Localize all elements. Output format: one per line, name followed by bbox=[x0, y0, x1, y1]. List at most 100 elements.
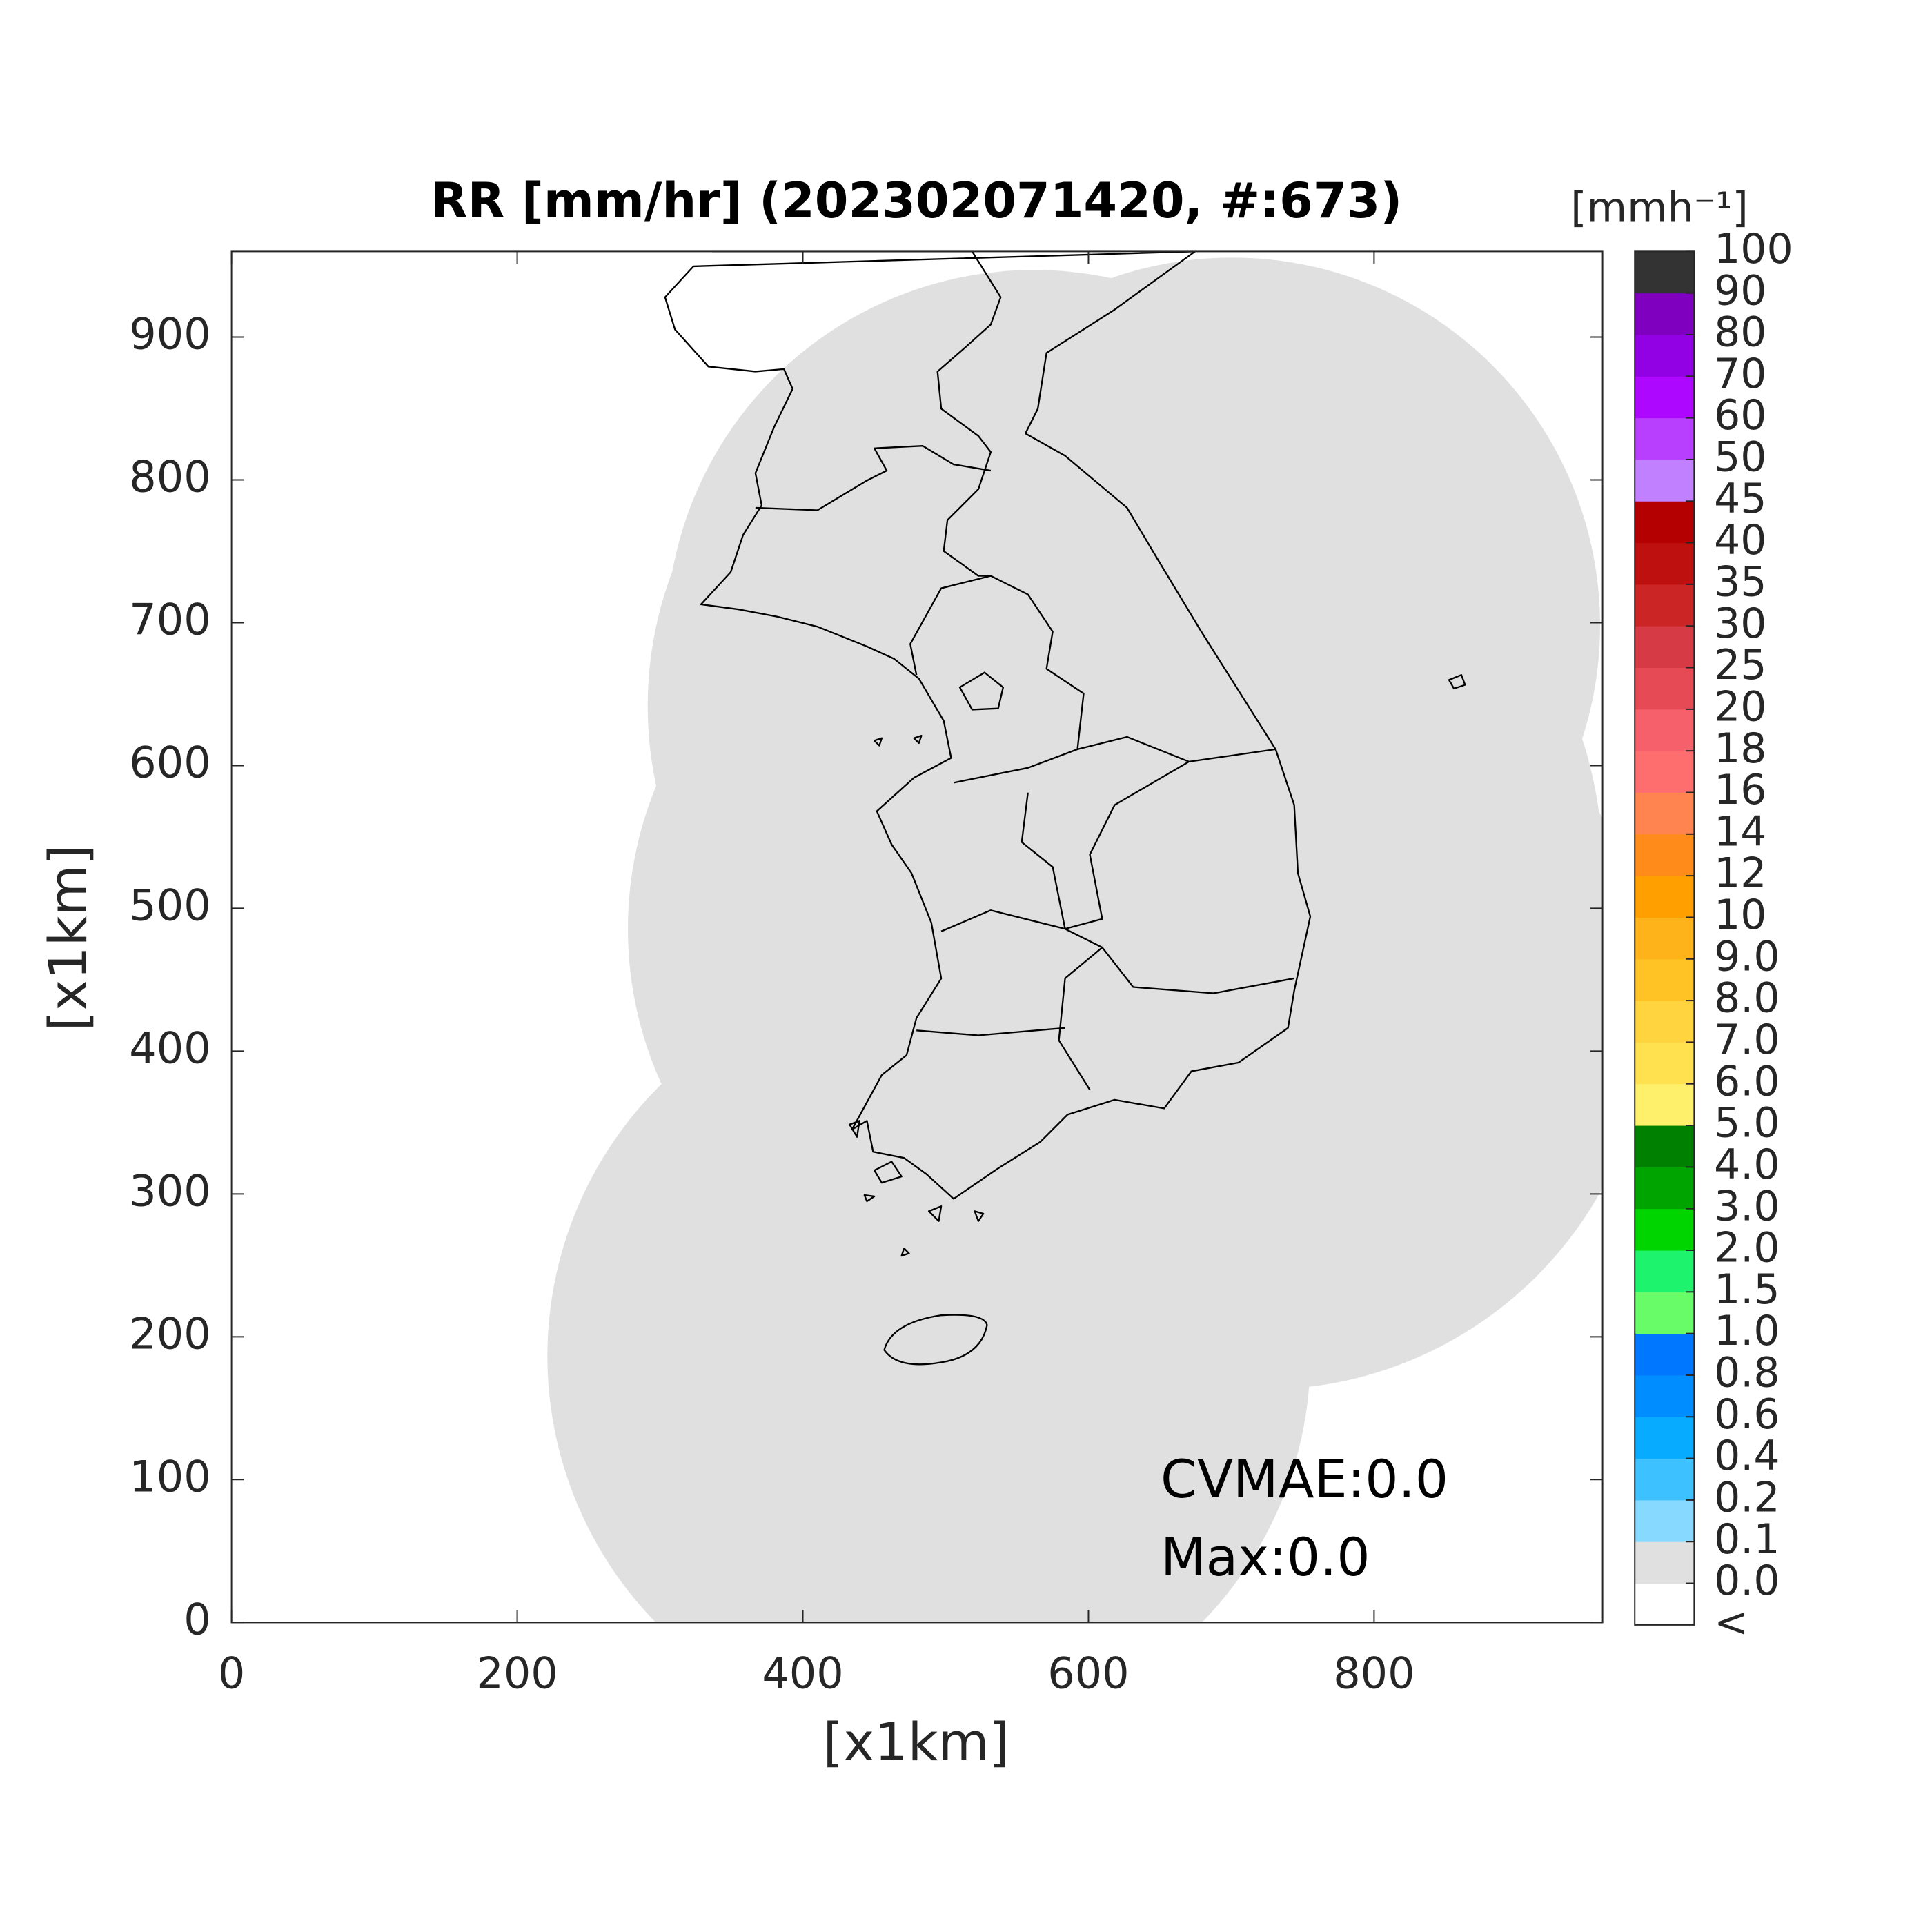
province-border bbox=[909, 575, 992, 676]
colorbar-segment bbox=[1635, 1583, 1695, 1626]
colorbar-tick-label: 30 bbox=[1714, 600, 1766, 648]
colorbar-frame bbox=[1634, 250, 1695, 1626]
colorbar-segment bbox=[1635, 1125, 1695, 1167]
y-tick-label: 900 bbox=[129, 309, 210, 359]
x-tick-label: 200 bbox=[476, 1648, 558, 1698]
y-tick-label: 100 bbox=[129, 1451, 210, 1501]
colorbar-segment bbox=[1635, 1208, 1695, 1251]
plot-frame bbox=[230, 250, 1604, 1624]
colorbar-segment bbox=[1635, 1042, 1695, 1085]
colorbar-segment bbox=[1635, 584, 1695, 627]
colorbar-tick-label: 5.0 bbox=[1714, 1099, 1780, 1147]
colorbar-tick-label: 16 bbox=[1714, 766, 1766, 814]
colorbar-segment bbox=[1635, 1292, 1695, 1334]
y-tick-label: 800 bbox=[129, 452, 210, 502]
colorbar-tick-label: 10 bbox=[1714, 891, 1766, 939]
colorbar-tick-label: 80 bbox=[1714, 308, 1766, 357]
islands bbox=[849, 734, 985, 1257]
colorbar-segment bbox=[1635, 709, 1695, 751]
colorbar-segment bbox=[1635, 1000, 1695, 1043]
colorbar-segment bbox=[1635, 1167, 1695, 1210]
y-tick-label: 400 bbox=[129, 1023, 210, 1073]
colorbar-segment bbox=[1635, 1333, 1695, 1376]
x-tick-label: 800 bbox=[1333, 1648, 1414, 1698]
colorbar-tick-label: 3.0 bbox=[1714, 1182, 1780, 1230]
annotation: CVMAE:0.0 bbox=[1161, 1448, 1448, 1510]
x-tick-label: 0 bbox=[218, 1648, 245, 1698]
colorbar-tick-label: 4.0 bbox=[1714, 1141, 1780, 1189]
seoul-border bbox=[958, 671, 1005, 711]
colorbar-segment bbox=[1635, 293, 1695, 335]
y-tick-label: 300 bbox=[129, 1165, 210, 1216]
colorbar-tick-label: 45 bbox=[1714, 475, 1766, 523]
colorbar-tick-label: 0.1 bbox=[1714, 1515, 1780, 1564]
y-tick-label: 200 bbox=[129, 1308, 210, 1359]
colorbar-segment bbox=[1635, 542, 1695, 585]
colorbar-tick-label: 1.0 bbox=[1714, 1307, 1780, 1355]
colorbar-tick-label: 18 bbox=[1714, 724, 1766, 773]
colorbar-tick-label: 0.8 bbox=[1714, 1349, 1780, 1397]
colorbar-segment bbox=[1635, 1458, 1695, 1501]
y-tick-label: 0 bbox=[184, 1594, 210, 1644]
coverage-area bbox=[775, 453, 1603, 1281]
colorbar-segment bbox=[1635, 626, 1695, 669]
ulleung-island bbox=[1448, 674, 1466, 690]
colorbar-tick-label: 0.0 bbox=[1714, 1557, 1780, 1605]
province-border bbox=[1021, 760, 1190, 930]
colorbar-tick-label: 6.0 bbox=[1714, 1057, 1780, 1105]
colorbar-label: [mmh⁻¹] bbox=[1570, 184, 1748, 233]
colorbar-tick-label: 9.0 bbox=[1714, 932, 1780, 980]
colorbar-segment bbox=[1635, 917, 1695, 960]
colorbar-segment bbox=[1635, 1499, 1695, 1542]
colorbar-segment bbox=[1635, 834, 1695, 876]
colorbar-tick-label: 8.0 bbox=[1714, 974, 1780, 1023]
colorbar-segment bbox=[1635, 251, 1695, 294]
colorbar-tick-label: 20 bbox=[1714, 682, 1766, 731]
jeju-island bbox=[883, 1314, 988, 1366]
colorbar-tick-label: 0.4 bbox=[1714, 1432, 1780, 1480]
annotation: Max:0.0 bbox=[1161, 1526, 1370, 1588]
radar-coverage bbox=[547, 257, 1603, 1623]
colorbar-tick-label: 50 bbox=[1714, 433, 1766, 482]
province-border bbox=[1101, 947, 1294, 994]
colorbar-tick-label: 0.6 bbox=[1714, 1390, 1780, 1439]
colorbar-tick-label: < bbox=[1714, 1598, 1748, 1646]
colorbar-tick-label: 70 bbox=[1714, 350, 1766, 398]
colorbar-tick-label: 35 bbox=[1714, 558, 1766, 607]
colorbar-segment bbox=[1635, 501, 1695, 544]
colorbar-tick-label: 0.2 bbox=[1714, 1474, 1780, 1522]
colorbar-tick-label: 12 bbox=[1714, 849, 1766, 898]
y-tick-label: 600 bbox=[129, 738, 210, 788]
map-layer bbox=[547, 251, 1603, 1623]
chart-title: RR [mm/hr] (202302071420, #:673) bbox=[431, 172, 1403, 229]
colorbar-tick-label: 1.5 bbox=[1714, 1265, 1780, 1314]
y-tick-label: 700 bbox=[129, 595, 210, 645]
colorbar-tick-label: 25 bbox=[1714, 641, 1766, 689]
colorbar-segment bbox=[1635, 667, 1695, 710]
x-tick-label: 400 bbox=[762, 1648, 843, 1698]
colorbar-segment bbox=[1635, 876, 1695, 918]
x-tick-label: 600 bbox=[1047, 1648, 1129, 1698]
province-border bbox=[953, 748, 1078, 784]
coastline bbox=[664, 251, 1466, 1366]
y-tick-label: 500 bbox=[129, 880, 210, 931]
colorbar-tick-label: 60 bbox=[1714, 391, 1766, 440]
province-border bbox=[755, 444, 992, 511]
colorbar-segment bbox=[1635, 1417, 1695, 1459]
colorbar-segment bbox=[1635, 792, 1695, 835]
colorbar-tick-label: 100 bbox=[1714, 225, 1793, 273]
colorbar-segment bbox=[1635, 1083, 1695, 1126]
colorbar-segment bbox=[1635, 1250, 1695, 1292]
colorbar-segment bbox=[1635, 1374, 1695, 1417]
peninsula-outline bbox=[664, 251, 1312, 1200]
colorbar-tick-label: 40 bbox=[1714, 516, 1766, 564]
y-axis-label: [x1km] bbox=[37, 845, 99, 1032]
colorbar-segment bbox=[1635, 417, 1695, 460]
colorbar-segment bbox=[1635, 376, 1695, 419]
colorbar-tick-label: 7.0 bbox=[1714, 1016, 1780, 1064]
colorbar-segment bbox=[1635, 1541, 1695, 1584]
x-axis-label: [x1km] bbox=[823, 1711, 1010, 1773]
colorbar-segment bbox=[1635, 958, 1695, 1001]
colorbar-segment bbox=[1635, 459, 1695, 502]
